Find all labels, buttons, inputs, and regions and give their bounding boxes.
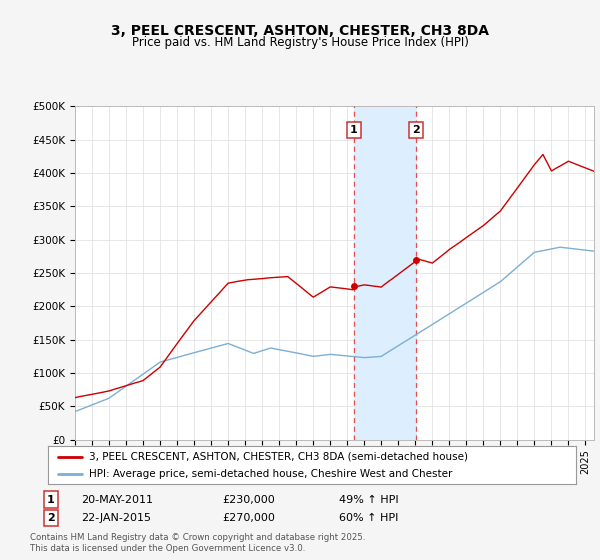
- Text: Price paid vs. HM Land Registry's House Price Index (HPI): Price paid vs. HM Land Registry's House …: [131, 36, 469, 49]
- Text: 22-JAN-2015: 22-JAN-2015: [81, 513, 151, 523]
- Text: 1: 1: [350, 125, 358, 135]
- Text: 3, PEEL CRESCENT, ASHTON, CHESTER, CH3 8DA (semi-detached house): 3, PEEL CRESCENT, ASHTON, CHESTER, CH3 8…: [89, 451, 467, 461]
- Text: £230,000: £230,000: [222, 494, 275, 505]
- Text: HPI: Average price, semi-detached house, Cheshire West and Chester: HPI: Average price, semi-detached house,…: [89, 469, 452, 479]
- Text: 3, PEEL CRESCENT, ASHTON, CHESTER, CH3 8DA: 3, PEEL CRESCENT, ASHTON, CHESTER, CH3 8…: [111, 25, 489, 38]
- Text: 2: 2: [412, 125, 420, 135]
- Text: 20-MAY-2011: 20-MAY-2011: [81, 494, 153, 505]
- Text: £270,000: £270,000: [222, 513, 275, 523]
- Bar: [354, 106, 416, 440]
- Text: 2: 2: [47, 513, 55, 523]
- Text: 60% ↑ HPI: 60% ↑ HPI: [339, 513, 398, 523]
- Text: 1: 1: [47, 494, 55, 505]
- Text: 49% ↑ HPI: 49% ↑ HPI: [339, 494, 398, 505]
- Text: Contains HM Land Registry data © Crown copyright and database right 2025.
This d: Contains HM Land Registry data © Crown c…: [30, 533, 365, 553]
